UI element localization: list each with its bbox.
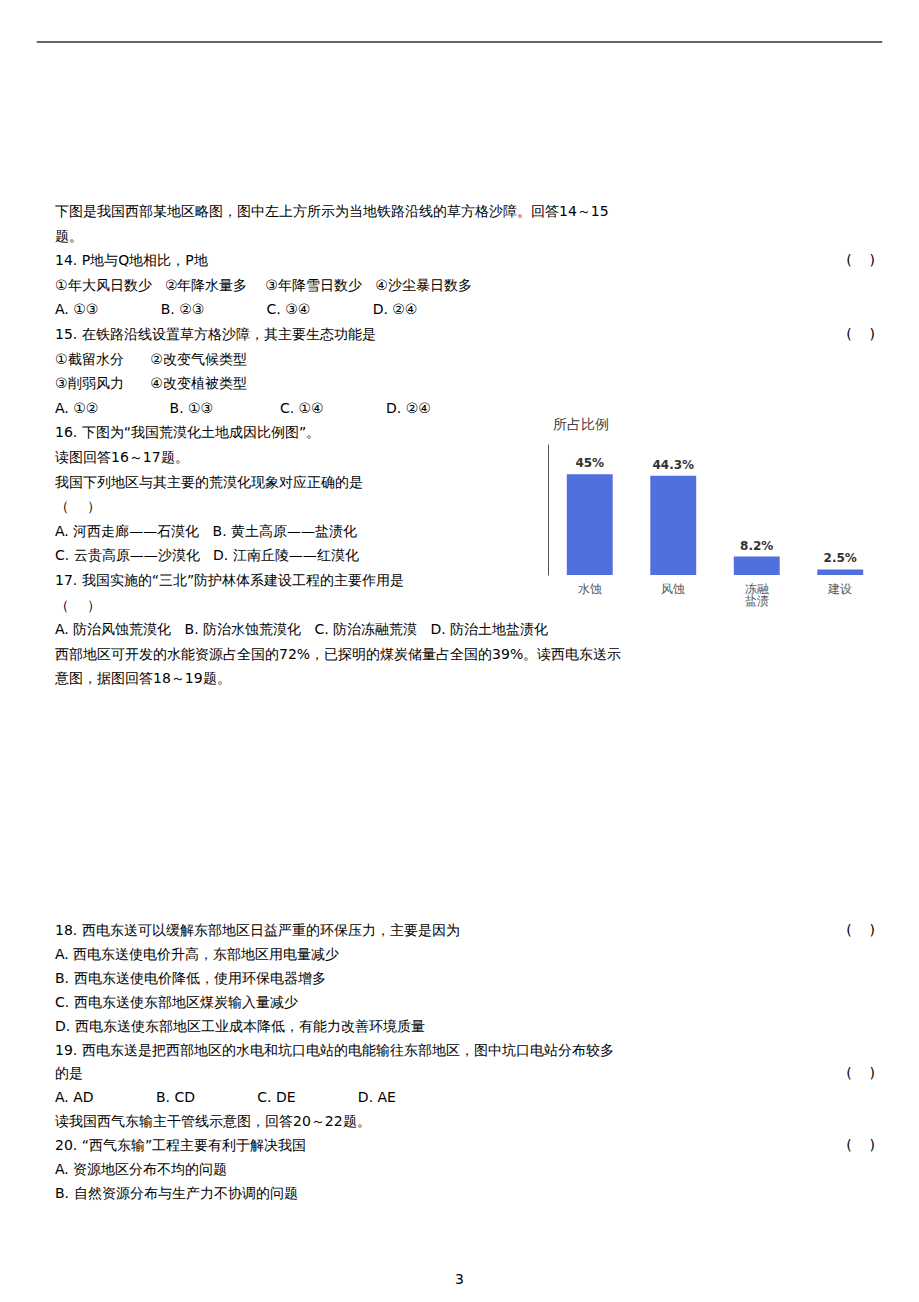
svg-text:水蚀: 水蚀 [578, 582, 602, 596]
svg-text:15. 在铁路沿线设置草方格沙障，其主要生态功能是: 15. 在铁路沿线设置草方格沙障，其主要生态功能是 [55, 326, 376, 342]
svg-text:45%: 45% [575, 456, 604, 470]
svg-text:( ): ( ) [846, 1065, 875, 1081]
svg-text:盐渍: 盐渍 [745, 594, 769, 608]
svg-text:18. 西电东送可以缓解东部地区日益严重的环保压力，主要是因: 18. 西电东送可以缓解东部地区日益严重的环保压力，主要是因为 [55, 922, 460, 938]
svg-text:①截留水分 ②改变气候类型: ①截留水分 ②改变气候类型 [55, 351, 247, 367]
svg-text:的是: 的是 [55, 1065, 83, 1081]
svg-text:下图是我国西部某地区略图，图中左上方所示为当地铁路沿线的草方: 下图是我国西部某地区略图，图中左上方所示为当地铁路沿线的草方格沙障。回答14～1… [55, 203, 609, 219]
svg-text:B. 自然资源分布与生产力不协调的问题: B. 自然资源分布与生产力不协调的问题 [55, 1185, 298, 1201]
svg-text:20. “西气东输”工程主要有利于解决我国: 20. “西气东输”工程主要有利于解决我国 [55, 1137, 306, 1153]
svg-text:16. 下图为“我国荒漠化土地成因比例图”。: 16. 下图为“我国荒漠化土地成因比例图”。 [55, 424, 320, 440]
svg-text:题。: 题。 [55, 228, 83, 244]
svg-text:A. 资源地区分布不均的问题: A. 资源地区分布不均的问题 [55, 1161, 227, 1177]
svg-text:19. 西电东送是把西部地区的水电和坑口电站的电能输往东部地: 19. 西电东送是把西部地区的水电和坑口电站的电能输往东部地区，图中坑口电站分布… [55, 1042, 614, 1058]
svg-text:A. 河西走廊——石漠化 B. 黄土高原——盐渍化: A. 河西走廊——石漠化 B. 黄土高原——盐渍化 [55, 523, 357, 539]
svg-text:冻融: 冻融 [744, 582, 769, 596]
svg-text:( ): ( ) [846, 1137, 875, 1153]
svg-text:C. 云贵高原——沙漠化 D. 江南丘陵——红漠化: C. 云贵高原——沙漠化 D. 江南丘陵——红漠化 [55, 547, 359, 563]
svg-text:A. AD B. CD: A. AD B. CD C. DE D. AE [55, 1089, 396, 1105]
svg-text:D. 西电东送使东部地区工业成本降低，有能力改善环境质量: D. 西电东送使东部地区工业成本降低，有能力改善环境质量 [55, 1018, 425, 1034]
svg-text:A. ①③ B. ②③: A. ①③ B. ②③ C. ③④ D. ②④ [55, 301, 417, 317]
svg-text:17. 我国实施的“三北”防护林体系建设工程的主要作用是: 17. 我国实施的“三北”防护林体系建设工程的主要作用是 [55, 572, 404, 588]
svg-text:西部地区可开发的水能资源占全国的72%，已探明的煤炭储量占全: 西部地区可开发的水能资源占全国的72%，已探明的煤炭储量占全国的39%。读西电东… [55, 646, 621, 662]
svg-text:读我国西气东输主干管线示意图，回答20～22题。: 读我国西气东输主干管线示意图，回答20～22题。 [55, 1113, 371, 1129]
svg-text:建设: 建设 [827, 582, 852, 596]
svg-text:B. 西电东送使电价降低，使用环保电器增多: B. 西电东送使电价降低，使用环保电器增多 [55, 970, 326, 986]
svg-text:( ): ( ) [846, 922, 875, 938]
svg-text:3: 3 [455, 1271, 464, 1287]
svg-text:8.2%: 8.2% [740, 539, 773, 553]
svg-text:44.3%: 44.3% [652, 458, 694, 472]
svg-text:A. 防治风蚀荒漠化 B. 防治水蚀荒漠化 C. 防: A. 防治风蚀荒漠化 B. 防治水蚀荒漠化 C. 防治冻融荒漠 D. 防治土地盐… [55, 621, 548, 637]
svg-text:读图回答16～17题。: 读图回答16～17题。 [55, 449, 189, 465]
svg-text:①年大风日数少 ②年降水量多 ③年降雪日数少: ①年大风日数少 ②年降水量多 ③年降雪日数少 ④沙尘暴日数多 [55, 277, 472, 293]
svg-text:2.5%: 2.5% [824, 551, 857, 565]
svg-text:风蚀: 风蚀 [661, 582, 685, 596]
svg-text:14. P地与Q地相比，P地: 14. P地与Q地相比，P地 [55, 252, 208, 268]
svg-text:③削弱风力 ④改变植被类型: ③削弱风力 ④改变植被类型 [55, 375, 247, 391]
svg-text:意图，据图回答18～19题。: 意图，据图回答18～19题。 [54, 670, 231, 686]
svg-text:所占比例: 所占比例 [553, 416, 609, 432]
svg-text:A. ①② B. ①③: A. ①② B. ①③ C. ①④ D. ②④ [55, 400, 431, 416]
svg-text:( ): ( ) [846, 252, 875, 268]
svg-text:( ): ( ) [846, 326, 875, 342]
svg-text:我国下列地区与其主要的荒漠化现象对应正确的是: 我国下列地区与其主要的荒漠化现象对应正确的是 [55, 474, 363, 490]
svg-text:C. 西电东送使东部地区煤炭输入量减少: C. 西电东送使东部地区煤炭输入量减少 [55, 994, 298, 1010]
svg-text:（ ）: （ ） [55, 597, 101, 613]
svg-text:A. 西电东送使电价升高，东部地区用电量减少: A. 西电东送使电价升高，东部地区用电量减少 [55, 946, 339, 962]
svg-text:（ ）: （ ） [55, 498, 101, 514]
